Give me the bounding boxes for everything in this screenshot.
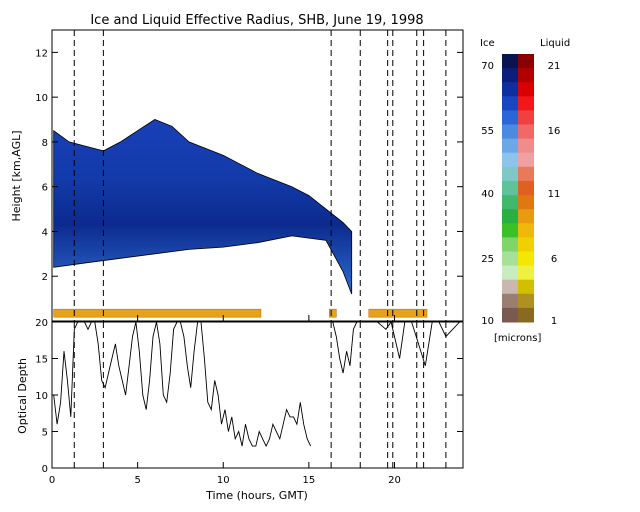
radius-y-tick-label: 12 <box>35 48 48 59</box>
colorbar-liquid-swatch <box>518 293 534 309</box>
colorbar-liquid-swatch <box>518 223 534 238</box>
liquid-layer-segment <box>329 308 337 318</box>
colorbar-liquid-swatch <box>518 68 534 83</box>
colorbar-liquid-swatch <box>518 251 534 267</box>
radius-panel-frame <box>51 29 464 322</box>
colorbar-ice-tick-label: 40 <box>481 189 494 200</box>
colorbar-liquid-label: Liquid <box>540 38 570 49</box>
chart-title: Ice and Liquid Effective Radius, SHB, Ju… <box>90 13 423 28</box>
colorbar-liquid-swatch <box>518 124 534 140</box>
colorbar-ice-swatch <box>502 124 518 140</box>
colorbar-liquid-swatch <box>518 209 534 224</box>
colorbar-ice-swatch <box>502 110 518 125</box>
colorbar-ice-tick-label: 55 <box>481 126 494 137</box>
time-x-tick-label: 5 <box>134 475 140 486</box>
colorbar-ice-tick-label: 25 <box>481 254 494 265</box>
colorbar-liquid-swatch <box>518 54 534 69</box>
optical-depth-y-tick-label: 5 <box>42 428 48 439</box>
colorbar-ice-swatch <box>502 68 518 83</box>
colorbar-liquid-tick-label: 21 <box>548 61 561 72</box>
liquid-layer-segment <box>53 308 262 318</box>
colorbar-liquid-swatch <box>518 180 534 196</box>
colorbar-liquid-swatch <box>518 166 534 182</box>
colorbar-ice-swatch <box>502 138 518 154</box>
optical-depth-panel: 0 5 10 15 20 0 5 10 15 20 Optical Depth Time (ho… <box>16 318 464 502</box>
time-x-tick-label: 0 <box>49 475 55 486</box>
colorbar-liquid-swatch <box>518 138 534 154</box>
colorbar-ice-swatch <box>502 223 518 238</box>
radius-y-tick-label: 2 <box>42 272 48 283</box>
colorbar-liquid-swatch <box>518 96 534 111</box>
radius-y-tick-label: 4 <box>42 227 48 238</box>
optical-depth-y-tick-label: 20 <box>35 318 48 329</box>
colorbar-ice-swatch <box>502 251 518 267</box>
colorbar-ice-swatch <box>502 180 518 196</box>
radius-y-tick-label: 10 <box>35 93 48 104</box>
colorbar: Ice Liquid 70 55 40 25 10 21 16 11 6 1 [microns] <box>480 38 570 344</box>
liquid-layer-segment <box>368 308 428 318</box>
colorbar-unit-label: [microns] <box>494 333 541 344</box>
radius-y-tick-label: 6 <box>42 183 48 194</box>
colorbar-ice-swatch <box>502 195 518 210</box>
colorbar-liquid-swatch <box>518 110 534 125</box>
colorbar-liquid-swatch <box>518 237 534 252</box>
colorbar-ice-label: Ice <box>480 38 495 49</box>
optical-depth-series-1 <box>53 322 312 448</box>
colorbar-ice-swatch <box>502 166 518 182</box>
colorbar-ice-tick-label: 70 <box>481 61 494 72</box>
colorbar-ice-swatch <box>502 293 518 309</box>
time-x-tick-label: 10 <box>217 475 230 486</box>
colorbar-liquid-swatch <box>518 307 534 323</box>
ice-cloud-region <box>53 119 353 295</box>
colorbar-liquid-swatch <box>518 82 534 97</box>
colorbar-ice-swatch <box>502 82 518 97</box>
colorbar-liquid-swatch <box>518 279 534 295</box>
colorbar-ice-swatch <box>502 237 518 252</box>
colorbar-ice-swatch <box>502 152 518 168</box>
colorbar-liquid-tick-label: 1 <box>551 316 557 327</box>
colorbar-liquid-swatch <box>518 152 534 168</box>
time-x-tick-label: 20 <box>388 475 401 486</box>
colorbar-liquid-tick-label: 6 <box>551 254 557 265</box>
radius-panel: 2 4 6 8 10 12 Height [km,AGL] <box>10 29 464 322</box>
optical-depth-y-axis-label: Optical Depth <box>16 358 29 434</box>
optical-depth-y-tick-label: 0 <box>42 464 48 475</box>
colorbar-ice-tick-label: 10 <box>481 316 494 327</box>
colorbar-ice-swatch <box>502 96 518 111</box>
colorbar-ice-swatch <box>502 265 518 281</box>
colorbar-liquid-tick-label: 16 <box>548 126 561 137</box>
time-x-tick-label: 15 <box>303 475 316 486</box>
colorbar-ice-swatch <box>502 307 518 323</box>
optical-depth-series-2 <box>332 322 460 374</box>
colorbar-liquid-swatch <box>518 195 534 210</box>
radius-y-axis-label: Height [km,AGL] <box>10 130 23 221</box>
colorbar-liquid-swatch <box>518 265 534 281</box>
optical-depth-y-tick-label: 15 <box>35 355 48 366</box>
colorbar-ice-swatch <box>502 54 518 69</box>
radius-y-tick-label: 8 <box>42 138 48 149</box>
time-x-axis-label: Time (hours, GMT) <box>205 489 308 502</box>
colorbar-ice-swatch <box>502 279 518 295</box>
colorbar-liquid-tick-label: 11 <box>548 189 561 200</box>
colorbar-ice-swatch <box>502 209 518 224</box>
optical-depth-y-tick-label: 10 <box>35 391 48 402</box>
